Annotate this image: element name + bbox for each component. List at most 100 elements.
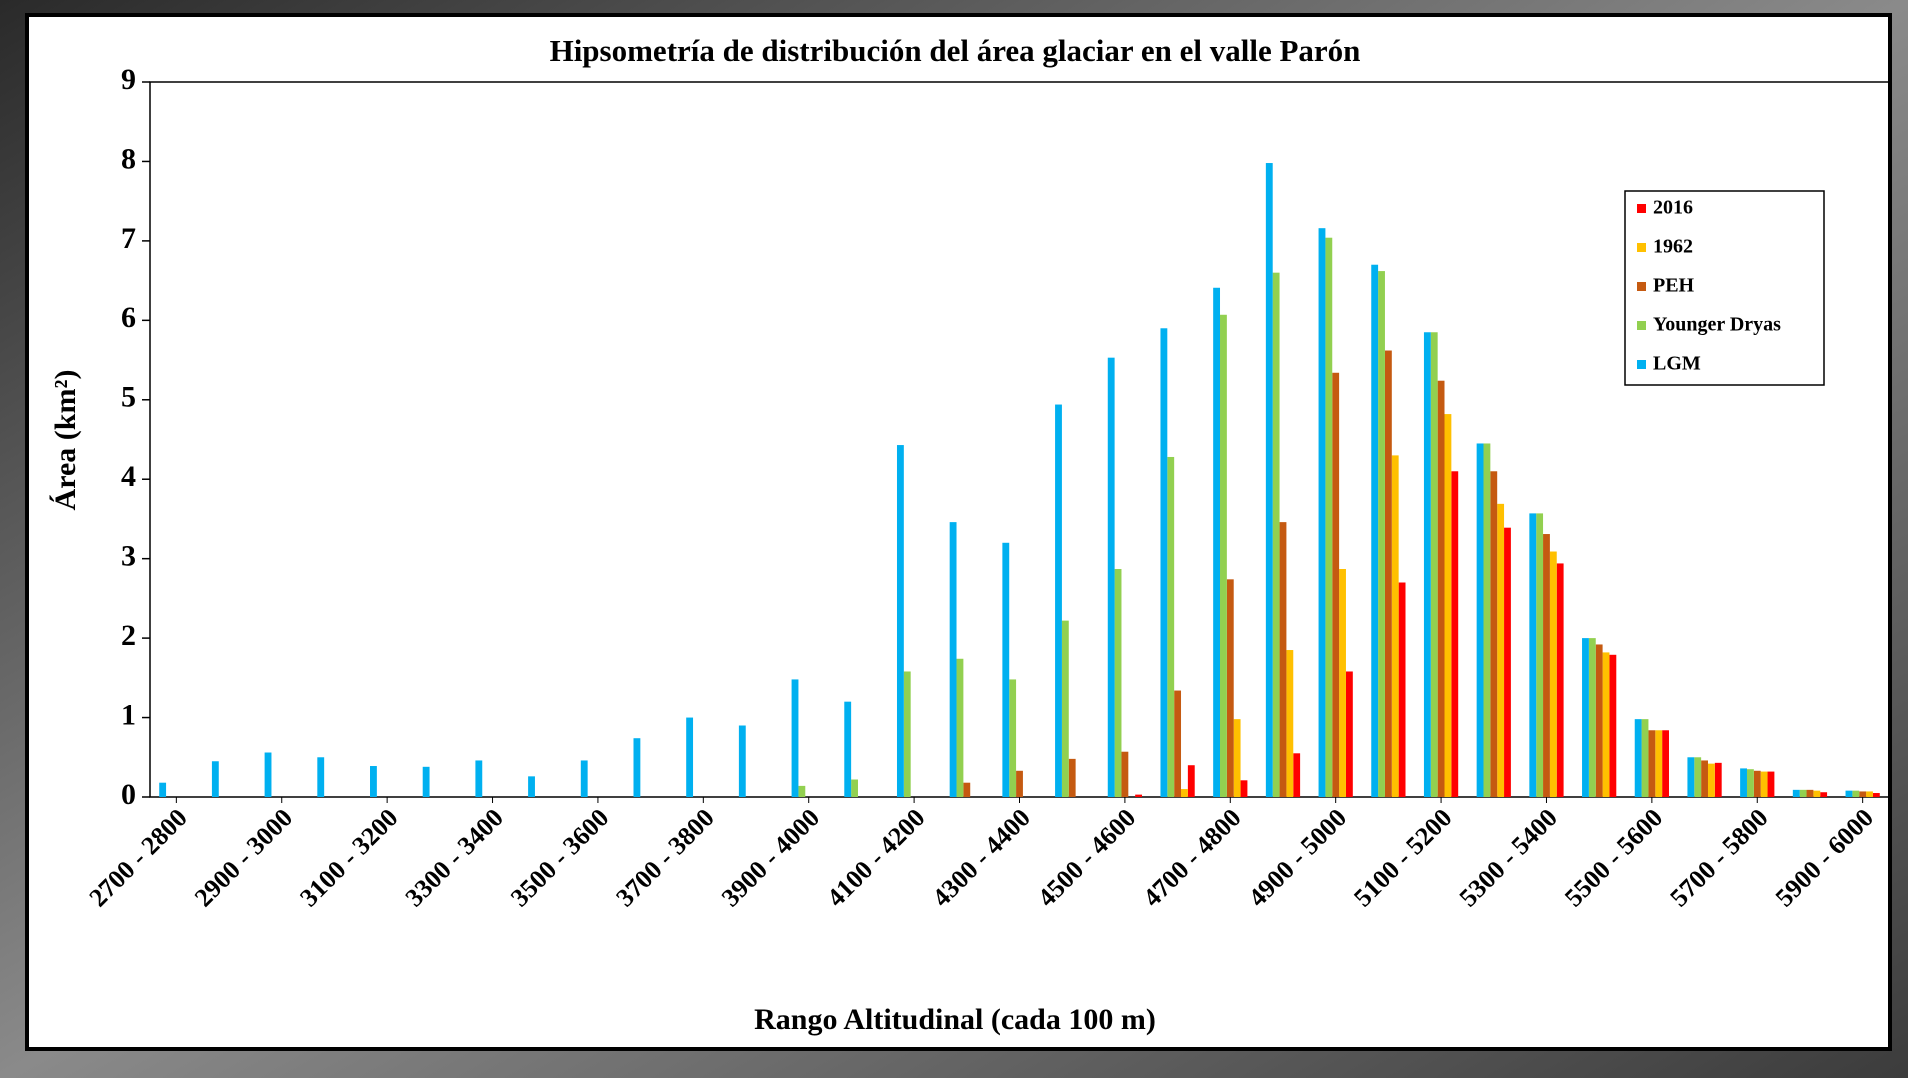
bar [1754,771,1761,797]
bar [1339,569,1346,797]
bar [1550,552,1557,797]
bar [1121,752,1128,797]
legend-label: 1962 [1653,236,1693,258]
bar [1701,760,1708,797]
bar [1055,405,1062,797]
bar [1694,757,1701,797]
bar [1181,789,1188,797]
bar [1227,579,1234,797]
bar [1002,543,1009,797]
bar [1504,528,1511,797]
legend-swatch [1637,282,1646,291]
y-tick-label: 8 [121,142,136,175]
bar [1167,457,1174,797]
bar [581,760,588,797]
bar [1241,780,1248,797]
bar [1188,765,1195,797]
page: Hipsometría de distribución del área gla… [0,0,1908,1078]
bar [1747,769,1754,797]
bar [1708,764,1715,797]
legend-label: PEH [1653,275,1695,297]
bar [1582,638,1589,797]
legend-label: LGM [1653,353,1701,375]
bar [1431,332,1438,797]
bar [1800,790,1807,797]
bar [1740,768,1747,797]
bar [1662,730,1669,797]
bar [1609,655,1616,797]
bar [1385,351,1392,797]
bar [963,783,970,797]
chart-title: Hipsometría de distribución del área gla… [550,33,1361,68]
bar [1490,471,1497,797]
bar [370,766,377,797]
y-tick-label: 6 [121,301,136,334]
bar [1438,381,1445,797]
bar [844,702,851,797]
bar [1807,790,1814,797]
bar [423,767,430,797]
legend-swatch [1637,204,1646,213]
bar [1451,471,1458,797]
y-tick-label: 9 [121,63,136,96]
bar [1445,414,1452,797]
y-tick-label: 7 [121,222,136,255]
bar [1371,265,1378,797]
bar [1859,791,1866,797]
bar [1852,791,1859,797]
bar [1866,791,1873,797]
bar [1016,771,1023,797]
y-tick-label: 3 [121,540,136,573]
bar [957,659,964,797]
y-tick-label: 4 [121,460,136,493]
bar [1399,583,1406,798]
bar [528,776,535,797]
bar [1213,288,1220,797]
bar [1392,455,1399,797]
bar [1596,644,1603,797]
bar [1293,753,1300,797]
bar [851,780,858,797]
bar [159,783,166,797]
bar [1477,443,1484,797]
legend-swatch [1637,360,1646,369]
bar [1424,332,1431,797]
bar [904,671,911,797]
bar [1655,730,1662,797]
bar [1115,569,1122,797]
bar [1846,791,1853,797]
bar [686,718,693,797]
bar [265,753,272,797]
bar [1793,790,1800,797]
bar [1286,650,1293,797]
bar [1069,759,1076,797]
bar [1497,504,1504,797]
bar [792,679,799,797]
bar [950,522,957,797]
bar [1266,163,1273,797]
bar [1873,793,1880,797]
bar [1280,522,1287,797]
bar [1768,772,1775,797]
bar [1603,652,1610,797]
bar [1761,772,1768,797]
bar [1642,719,1649,797]
y-axis-title: Área (km²) [49,370,82,511]
bar [1589,638,1596,797]
bar [633,738,640,797]
bar [1536,513,1543,797]
bar [1543,534,1550,797]
y-tick-label: 5 [121,381,136,414]
bar [1108,358,1115,797]
bar [1529,513,1536,797]
bar [1135,795,1142,797]
bar [1346,671,1353,797]
bar [739,726,746,798]
bar [1483,443,1490,797]
y-tick-label: 0 [121,778,136,811]
bar [1319,228,1326,797]
legend-swatch [1637,321,1646,330]
y-tick-label: 1 [121,698,136,731]
bar [1557,563,1564,797]
bar [1715,763,1722,797]
